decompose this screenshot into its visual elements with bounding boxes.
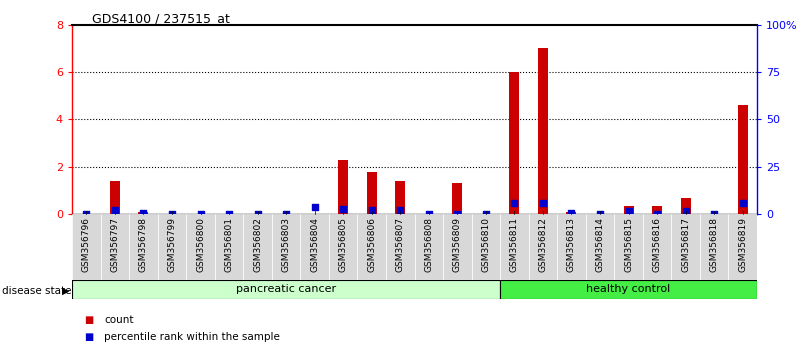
Text: GSM356811: GSM356811	[510, 217, 519, 273]
Point	[194, 211, 207, 217]
Point	[308, 204, 321, 210]
Bar	[272, 214, 300, 280]
Bar	[72, 214, 101, 280]
Text: healthy control: healthy control	[586, 284, 670, 295]
Bar	[139, 212, 148, 214]
Text: GSM356799: GSM356799	[167, 217, 176, 273]
Point	[708, 211, 721, 217]
Text: ▶: ▶	[62, 286, 69, 296]
Bar	[338, 160, 348, 214]
Bar	[415, 214, 443, 280]
Point	[650, 211, 663, 217]
Point	[394, 207, 407, 213]
Bar	[671, 214, 700, 280]
Point	[108, 207, 121, 213]
Bar	[557, 214, 586, 280]
Bar	[738, 105, 747, 214]
Bar	[509, 72, 519, 214]
Point	[594, 211, 606, 217]
Bar	[623, 206, 634, 214]
Bar	[586, 214, 614, 280]
Point	[451, 211, 464, 217]
Point	[508, 201, 521, 206]
Bar	[681, 198, 690, 214]
Text: count: count	[104, 315, 134, 325]
Text: pancreatic cancer: pancreatic cancer	[236, 284, 336, 295]
Bar	[443, 214, 472, 280]
Text: ■: ■	[84, 315, 94, 325]
Text: ■: ■	[84, 332, 94, 342]
Text: GSM356819: GSM356819	[739, 217, 747, 273]
Point	[336, 207, 349, 212]
Bar	[700, 214, 728, 280]
Text: GSM356803: GSM356803	[282, 217, 291, 273]
Text: GSM356818: GSM356818	[710, 217, 718, 273]
Bar	[500, 280, 757, 299]
Text: GSM356816: GSM356816	[653, 217, 662, 273]
Point	[565, 210, 578, 216]
Point	[166, 211, 179, 217]
Bar	[72, 280, 500, 299]
Text: GSM356817: GSM356817	[681, 217, 690, 273]
Text: GSM356797: GSM356797	[111, 217, 119, 273]
Point	[137, 210, 150, 216]
Bar	[453, 183, 462, 214]
Text: GSM356812: GSM356812	[538, 217, 547, 272]
Text: GSM356805: GSM356805	[339, 217, 348, 273]
Text: GSM356801: GSM356801	[224, 217, 234, 273]
Text: GSM356804: GSM356804	[310, 217, 319, 272]
Text: GSM356809: GSM356809	[453, 217, 462, 273]
Text: GSM356813: GSM356813	[567, 217, 576, 273]
Text: GSM356808: GSM356808	[425, 217, 433, 273]
Bar	[652, 206, 662, 214]
Bar	[101, 214, 129, 280]
Bar	[110, 181, 120, 214]
Text: GSM356814: GSM356814	[595, 217, 605, 272]
Bar	[472, 214, 500, 280]
Point	[80, 211, 93, 217]
Bar	[566, 212, 577, 214]
Bar	[215, 214, 244, 280]
Bar	[500, 214, 529, 280]
Bar	[529, 214, 557, 280]
Text: GSM356802: GSM356802	[253, 217, 262, 272]
Point	[622, 208, 635, 214]
Point	[537, 200, 549, 206]
Point	[280, 211, 292, 217]
Bar	[186, 214, 215, 280]
Bar	[728, 214, 757, 280]
Bar	[244, 214, 272, 280]
Point	[679, 208, 692, 213]
Text: GSM356796: GSM356796	[82, 217, 91, 273]
Bar	[129, 214, 158, 280]
Point	[365, 207, 378, 213]
Bar	[386, 214, 415, 280]
Bar	[329, 214, 357, 280]
Text: GSM356807: GSM356807	[396, 217, 405, 273]
Bar	[367, 172, 376, 214]
Text: percentile rank within the sample: percentile rank within the sample	[104, 332, 280, 342]
Text: GDS4100 / 237515_at: GDS4100 / 237515_at	[92, 12, 230, 25]
Text: GSM356815: GSM356815	[624, 217, 633, 273]
Bar	[357, 214, 386, 280]
Point	[480, 211, 493, 217]
Point	[422, 211, 435, 217]
Bar	[395, 181, 405, 214]
Point	[223, 211, 235, 217]
Bar	[642, 214, 671, 280]
Bar	[300, 214, 329, 280]
Point	[252, 211, 264, 217]
Text: disease state: disease state	[2, 286, 71, 296]
Bar	[614, 214, 642, 280]
Bar	[158, 214, 186, 280]
Text: GSM356810: GSM356810	[481, 217, 490, 273]
Bar	[538, 48, 548, 214]
Text: GSM356806: GSM356806	[367, 217, 376, 273]
Text: GSM356800: GSM356800	[196, 217, 205, 273]
Text: GSM356798: GSM356798	[139, 217, 148, 273]
Point	[736, 200, 749, 206]
